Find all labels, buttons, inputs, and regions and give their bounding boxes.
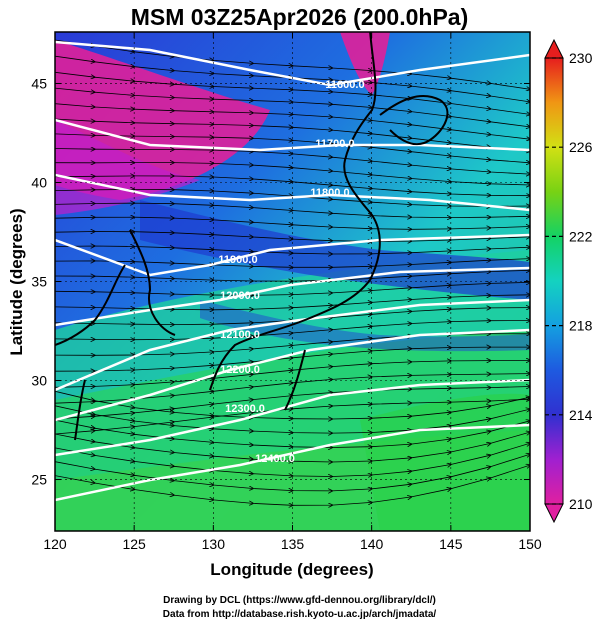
x-tick-label: 120 (43, 536, 67, 552)
contour-label: 11600.0 (325, 79, 364, 91)
y-axis-label: Latitude (degrees) (7, 208, 26, 355)
y-tick-labels: 25 30 35 40 45 (31, 75, 47, 487)
colorbar-tick-label: 226 (569, 139, 593, 155)
height-contour (55, 173, 530, 212)
colorbar-min-triangle (544, 503, 564, 524)
height-contour (55, 118, 530, 152)
contour-label: 11800.0 (310, 187, 349, 199)
contour-label: 12400.0 (255, 453, 295, 465)
colorbar-tick-label: 222 (569, 228, 593, 244)
credits: Drawing by DCL (https://www.gfd-dennou.o… (0, 594, 599, 622)
contour-label: 12000.0 (220, 290, 260, 302)
axis-ticks (54, 32, 531, 531)
x-tick-label: 145 (439, 536, 463, 552)
height-contour (55, 233, 530, 277)
height-contour (55, 328, 530, 422)
x-tick-labels: 120 125 130 135 140 145 150 (43, 536, 542, 552)
colorbar-tick-label: 214 (569, 407, 593, 423)
x-tick-label: 125 (122, 536, 146, 552)
contour-label: 12300.0 (225, 403, 265, 415)
contour-label: 11900.0 (218, 254, 257, 266)
contour-label: 11700.0 (315, 138, 354, 150)
x-tick-label: 130 (202, 536, 226, 552)
temperature-field (55, 32, 530, 531)
colorbar-max-triangle (544, 38, 564, 59)
height-contour (55, 298, 530, 392)
x-tick-label: 140 (360, 536, 384, 552)
y-tick-label: 30 (31, 373, 47, 389)
x-tick-label: 135 (281, 536, 305, 552)
x-axis-label: Longitude (degrees) (210, 560, 373, 579)
contour-label: 12100.0 (220, 329, 260, 341)
colorbar-scale (544, 57, 564, 505)
y-tick-label: 40 (31, 174, 47, 190)
y-tick-label: 35 (31, 274, 47, 290)
contour-labels: 11600.0 11700.0 11800.0 11900.0 12000.0 12100… (218, 79, 364, 465)
x-tick-label: 150 (518, 536, 542, 552)
y-tick-label: 25 (31, 472, 47, 488)
colorbar-tick-label: 210 (569, 496, 593, 512)
streamline (55, 232, 530, 242)
lat-lon-grid (55, 32, 530, 531)
colorbar-ticks: 230 226 222 218 214 210 (545, 50, 593, 512)
credit-data-source: Data from http://database.rish.kyoto-u.a… (162, 609, 437, 620)
colorbar-tick-label: 230 (569, 50, 593, 66)
y-tick-label: 45 (31, 75, 47, 91)
colorbar: 230 226 222 218 214 210 (544, 38, 593, 524)
colorbar-tick-label: 218 (569, 318, 593, 334)
contour-label: 12200.0 (220, 364, 260, 376)
credit-dcl: Drawing by DCL (https://www.gfd-dennou.o… (163, 595, 436, 606)
map-title: MSM 03Z25Apr2026 (200.0hPa) (130, 4, 469, 30)
coastlines (55, 32, 449, 441)
